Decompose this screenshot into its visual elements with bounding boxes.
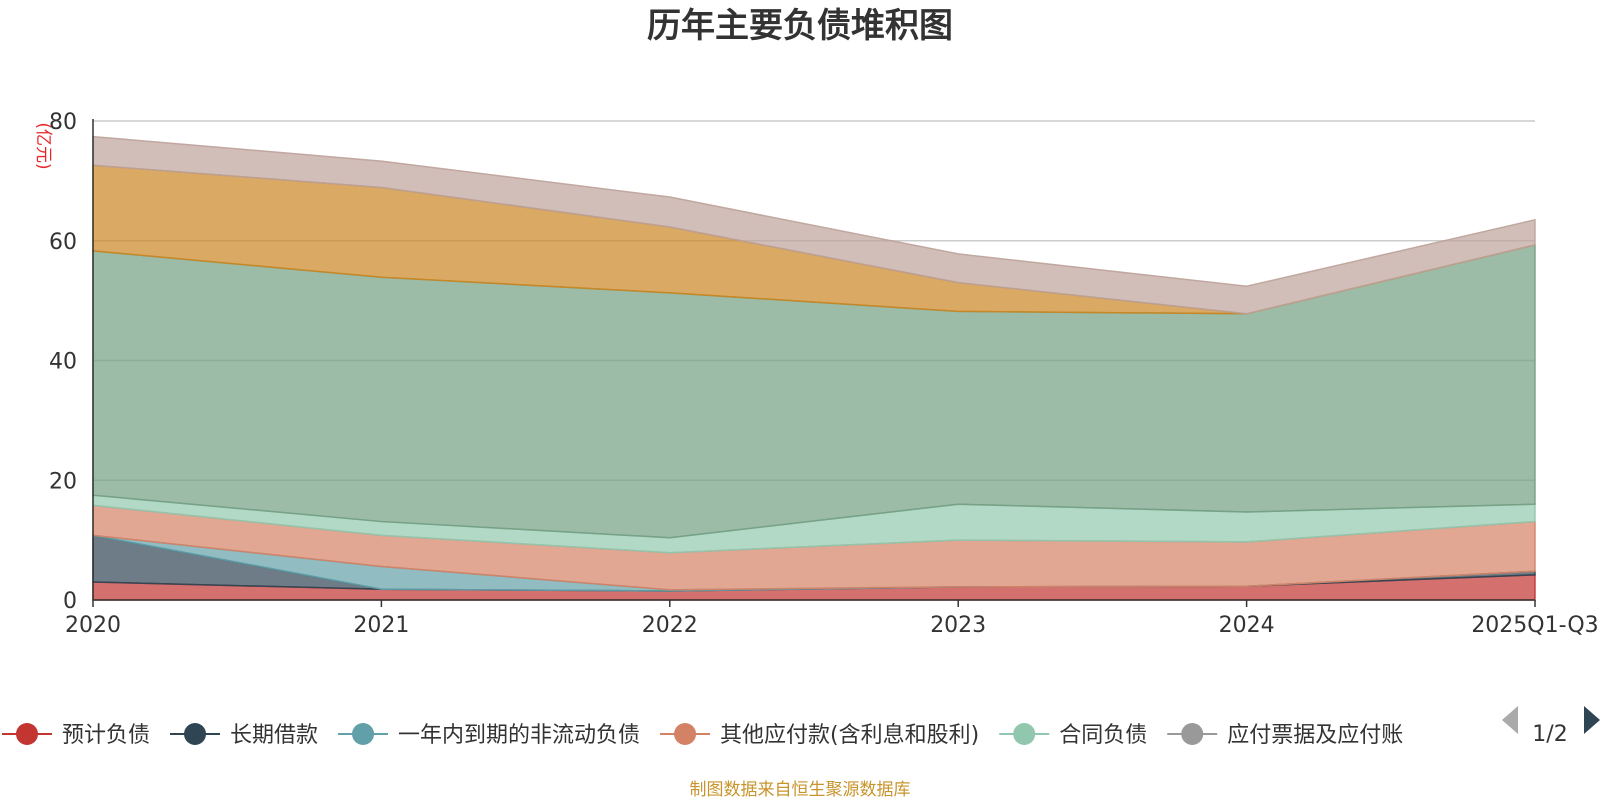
y-tick-label: 80 <box>49 110 77 135</box>
axes <box>92 119 1535 601</box>
area-series[interactable] <box>92 135 1536 315</box>
legend-item[interactable]: 其他应付款(含利息和股利) <box>660 723 979 748</box>
y-tick-label: 60 <box>49 230 77 255</box>
x-tick-labels: 2020 2021 2022 2023 2024 2025Q1-Q3 <box>65 600 1599 638</box>
x-tick-label: 2023 <box>930 613 986 638</box>
x-tick-label: 2024 <box>1219 613 1275 638</box>
legend-label: 一年内到期的非流动负债 <box>398 723 640 748</box>
legend: 预计负债 长期借款 一年内到期的非流动负债 其他应付款(含利息和股利) 合同负债 应付票据… <box>2 723 1403 748</box>
legend-label: 合同负债 <box>1059 723 1147 748</box>
x-tick-label: 2025Q1-Q3 <box>1471 613 1598 638</box>
legend-item[interactable]: 合同负债 <box>999 723 1147 748</box>
y-tick-label: 20 <box>49 469 77 494</box>
legend-next-page-icon[interactable] <box>1584 706 1600 734</box>
legend-prev-page-icon[interactable] <box>1502 706 1518 734</box>
legend-marker-icon <box>1013 723 1036 745</box>
x-tick-label: 2022 <box>642 613 698 638</box>
legend-marker-icon <box>674 723 697 745</box>
x-tick-label: 2020 <box>65 613 121 638</box>
legend-item[interactable]: 长期借款 <box>170 723 318 748</box>
legend-item[interactable]: 应付票据及应付账 <box>1167 723 1403 748</box>
legend-pager: 1/2 <box>1502 706 1600 747</box>
y-tick-labels: 0 20 40 60 80 <box>49 110 77 614</box>
data-source-note: 制图数据来自恒生聚源数据库 <box>690 780 911 800</box>
legend-marker-icon <box>1181 723 1204 745</box>
legend-label: 应付票据及应付账 <box>1227 723 1403 748</box>
legend-label: 长期借款 <box>230 723 318 748</box>
legend-label: 预计负债 <box>62 723 150 748</box>
chart-title: 历年主要负债堆积图 <box>647 6 953 46</box>
legend-marker-icon <box>184 723 207 745</box>
legend-item[interactable]: 一年内到期的非流动负债 <box>338 723 640 748</box>
y-axis-unit: (亿元) <box>33 122 53 169</box>
y-tick-label: 40 <box>49 350 77 375</box>
legend-marker-icon <box>352 723 375 745</box>
legend-page-indicator: 1/2 <box>1532 722 1567 747</box>
x-tick-label: 2021 <box>353 613 409 638</box>
area-series-group <box>92 135 1536 601</box>
legend-marker-icon <box>16 723 38 745</box>
legend-label: 其他应付款(含利息和股利) <box>720 723 979 748</box>
legend-item[interactable]: 预计负债 <box>2 723 150 748</box>
y-tick-label: 0 <box>63 589 77 614</box>
